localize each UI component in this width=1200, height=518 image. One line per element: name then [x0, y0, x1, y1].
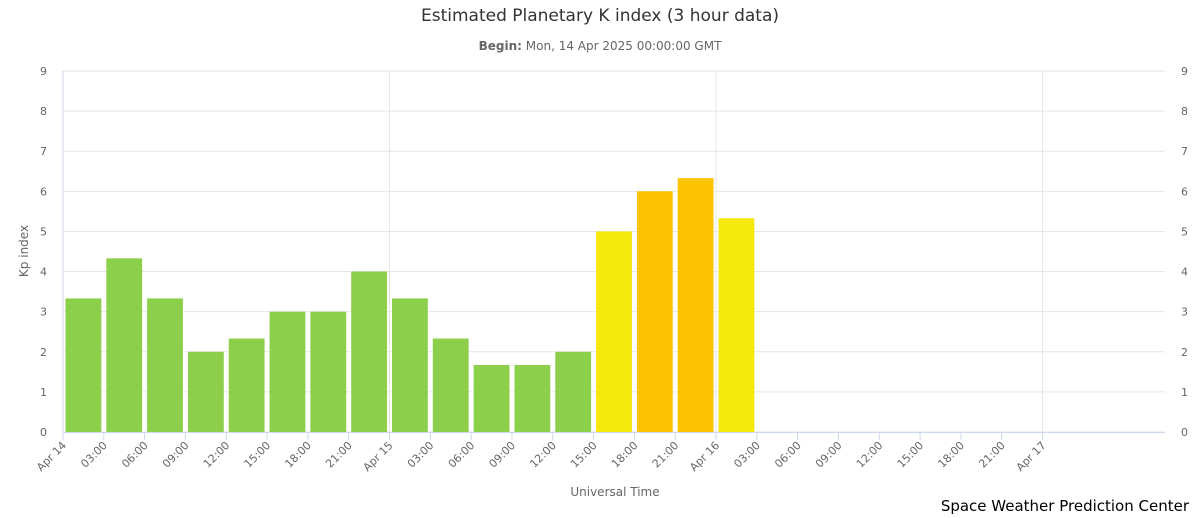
y-tick-label-left: 7 [40, 145, 47, 158]
y-tick-label-left: 9 [40, 65, 47, 78]
y-tick-label-left: 6 [40, 185, 47, 198]
chart-subtitle: Begin: Mon, 14 Apr 2025 00:00:00 GMT [0, 39, 1200, 53]
y-tick-label-left: 3 [40, 306, 47, 319]
kp-bar[interactable] [392, 298, 428, 432]
y-tick-label-left: 0 [40, 426, 47, 439]
x-tick-label: 03:00 [405, 439, 437, 471]
kp-bar[interactable] [147, 298, 183, 432]
credit-label: Space Weather Prediction Center [940, 497, 1189, 515]
y-tick-label-right: 9 [1181, 65, 1188, 78]
subtitle-value: Mon, 14 Apr 2025 00:00:00 GMT [525, 39, 722, 53]
y-axis-label: Kp index [17, 225, 31, 277]
kp-bar[interactable] [636, 191, 673, 432]
kp-bar[interactable] [65, 298, 102, 432]
y-tick-label-left: 5 [40, 225, 47, 238]
x-tick-label: 21:00 [323, 439, 355, 471]
kp-bar[interactable] [432, 338, 469, 432]
kp-bar[interactable] [269, 311, 306, 432]
y-tick-label-right: 0 [1181, 426, 1188, 439]
kp-bar[interactable] [473, 365, 510, 432]
subtitle-label: Begin: [478, 39, 522, 53]
kp-bar[interactable] [718, 218, 755, 432]
x-tick-label: 15:00 [895, 439, 927, 471]
y-tick-label-left: 2 [40, 346, 47, 359]
x-tick-label: Apr 17 [1014, 439, 1049, 474]
x-tick-label: 18:00 [935, 439, 967, 471]
y-tick-label-right: 3 [1181, 306, 1188, 319]
x-tick-label: 15:00 [242, 439, 274, 471]
x-tick-label: 06:00 [772, 439, 804, 471]
kp-bar[interactable] [228, 338, 265, 432]
y-tick-label-left: 1 [40, 386, 47, 399]
bars-layer [65, 178, 755, 432]
kp-bar[interactable] [351, 271, 388, 432]
x-tick-label: 12:00 [527, 439, 559, 471]
x-tick-label: 18:00 [609, 439, 641, 471]
x-tick-label: Apr 16 [687, 439, 722, 474]
x-tick-label: 03:00 [731, 439, 763, 471]
y-tick-label-left: 4 [40, 266, 47, 279]
x-tick-label: 09:00 [160, 439, 192, 471]
y-tick-label-right: 2 [1181, 346, 1188, 359]
kp-bar[interactable] [555, 351, 592, 432]
x-tick-label: 03:00 [78, 439, 110, 471]
x-tick-label: Apr 15 [361, 439, 396, 474]
x-tick-label: 15:00 [568, 439, 600, 471]
y-tick-label-right: 1 [1181, 386, 1188, 399]
x-tick-label: 09:00 [813, 439, 845, 471]
kp-bar[interactable] [514, 365, 551, 432]
x-tick-label: Apr 14 [34, 439, 69, 474]
x-tick-label: 12:00 [854, 439, 886, 471]
x-tick-label: 12:00 [201, 439, 233, 471]
y-tick-label-right: 8 [1181, 105, 1188, 118]
chart-title: Estimated Planetary K index (3 hour data… [420, 6, 780, 26]
x-tick-label: 18:00 [282, 439, 314, 471]
x-tick-label: 06:00 [119, 439, 151, 471]
y-tick-label-right: 4 [1181, 266, 1188, 279]
kp-bar[interactable] [187, 351, 224, 432]
y-tick-label-right: 5 [1181, 225, 1188, 238]
kp-bar[interactable] [677, 178, 714, 432]
kp-bar[interactable] [310, 311, 347, 432]
x-tick-label: 21:00 [976, 439, 1008, 471]
y-tick-label-right: 6 [1181, 185, 1188, 198]
x-tick-label: 06:00 [446, 439, 478, 471]
kp-bar[interactable] [106, 258, 143, 432]
y-tick-label-right: 7 [1181, 145, 1188, 158]
x-axis-label: Universal Time [570, 485, 659, 499]
x-tick-label: 09:00 [486, 439, 518, 471]
kp-bar[interactable] [596, 231, 632, 432]
y-tick-label-left: 8 [40, 105, 47, 118]
x-tick-label: 21:00 [650, 439, 682, 471]
